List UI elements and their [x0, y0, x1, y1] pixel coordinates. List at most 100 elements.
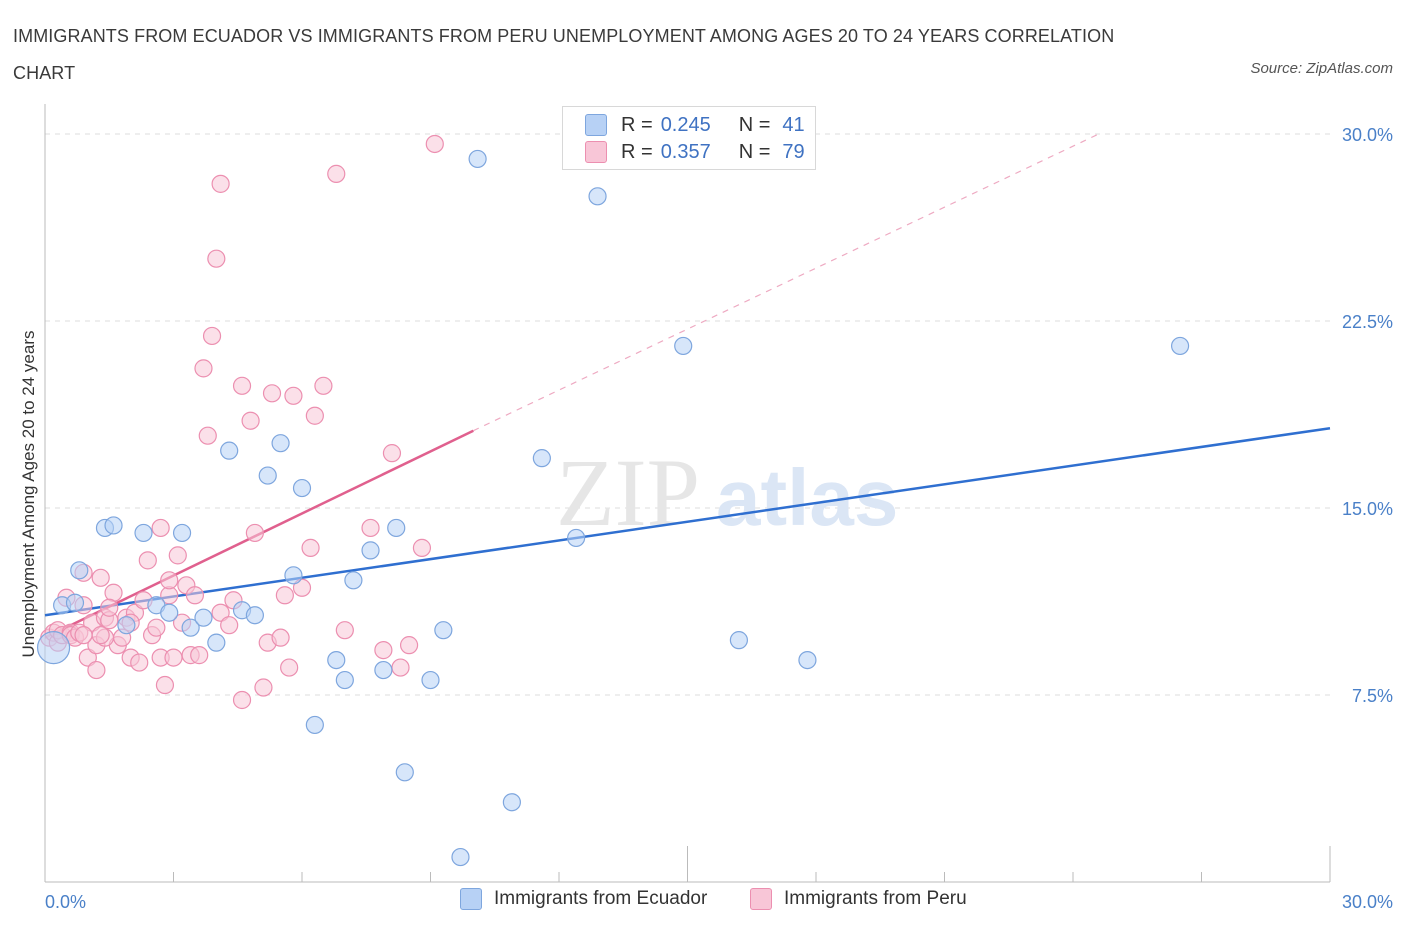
source-credit: Source: ZipAtlas.com [1250, 60, 1393, 77]
chart-title: IMMIGRANTS FROM ECUADOR VS IMMIGRANTS FR… [13, 26, 1115, 83]
ecuador-point [532, 449, 551, 468]
n-value: 41 [782, 113, 805, 136]
peru-point [211, 174, 230, 193]
peru-point [147, 618, 166, 637]
ecuador-trend-line [44, 426, 1331, 617]
watermark-zip: ZIP [556, 439, 700, 546]
peru-point [382, 444, 402, 463]
ecuador-point [220, 441, 239, 460]
peru-point [160, 571, 179, 590]
ecuador-point [335, 670, 354, 690]
ecuador-point [172, 523, 192, 543]
ecuador-point [327, 650, 346, 670]
ecuador-legend-swatch [460, 888, 482, 910]
legend-row-peru: R = 0.357 N = 79 [585, 140, 805, 164]
watermark-atlas: atlas [716, 453, 898, 542]
peru-trend-extension [473, 133, 1099, 432]
peru-point [211, 603, 230, 622]
peru-point [207, 249, 226, 268]
peru-point [361, 518, 380, 538]
data-points [36, 134, 1190, 867]
peru-point [100, 598, 119, 617]
ecuador-point [1170, 336, 1190, 356]
r-value: 0.357 [660, 140, 711, 163]
peru-point [232, 376, 252, 395]
ecuador-point [395, 763, 414, 782]
peru-point [78, 648, 97, 667]
ecuador-point [674, 336, 693, 356]
peru-point [241, 411, 260, 430]
n-value: 79 [782, 140, 805, 163]
x-tick-label: 0.0% [45, 892, 86, 912]
ecuador-point [374, 660, 393, 680]
n-label: N = [738, 140, 771, 163]
ecuador-point [451, 847, 470, 867]
peru-point [245, 523, 264, 543]
y-tick-label: 7.5% [1352, 686, 1393, 706]
peru-point [91, 626, 110, 645]
peru-point [138, 551, 157, 570]
y-tick-label: 15.0% [1342, 499, 1393, 519]
ecuador-point [284, 566, 303, 585]
ecuador-point [117, 616, 136, 635]
peru-point [301, 538, 320, 557]
ecuador-point [65, 593, 85, 612]
watermark: ZIP atlas [556, 439, 898, 546]
ecuador-point [181, 618, 200, 637]
peru-point [190, 646, 209, 665]
peru-point [399, 636, 419, 655]
y-tick-label: 30.0% [1342, 125, 1393, 145]
ecuador-point [502, 793, 521, 812]
ecuador-point [729, 631, 749, 650]
ecuador-point [104, 516, 123, 535]
peru-point [91, 568, 110, 587]
ecuador-point [387, 518, 406, 538]
legend-item-peru: Immigrants from Peru [750, 888, 967, 910]
ecuador-point [305, 715, 324, 735]
peru-point [284, 386, 303, 405]
r-value: 0.245 [660, 113, 711, 136]
legend-item-ecuador: Immigrants from Ecuador [460, 888, 707, 910]
r-label: R = [621, 113, 653, 136]
ecuador-point [361, 541, 380, 560]
peru-point [374, 641, 393, 660]
ecuador-point [798, 650, 817, 670]
ecuador-point [160, 603, 179, 622]
peru-point [391, 658, 410, 677]
peru-point [202, 326, 222, 346]
peru-point [412, 538, 432, 557]
y-tick-label: 22.5% [1342, 312, 1393, 332]
ecuador-point [271, 434, 290, 453]
peru-point [74, 626, 93, 645]
axes [44, 104, 1331, 883]
peru-point [292, 578, 312, 597]
ecuador-point [567, 528, 586, 548]
peru-swatch [585, 141, 607, 163]
ecuador-point [434, 621, 453, 640]
peru-point [425, 134, 444, 154]
peru-legend-label: Immigrants from Peru [784, 888, 967, 909]
tick-labels: 7.5% 15.0% 22.5% 30.0% 0.0% 30.0% [45, 125, 1393, 912]
peru-point [275, 586, 294, 605]
ecuador-point [36, 631, 71, 665]
ecuador-point [468, 149, 487, 169]
ecuador-point [194, 608, 213, 627]
x-tick-label: 30.0% [1342, 892, 1393, 912]
peru-point [314, 376, 333, 395]
n-label: N = [738, 113, 771, 136]
peru-point [104, 583, 123, 602]
peru-point [130, 653, 149, 672]
peru-point [280, 658, 299, 677]
y-axis-label: Unemployment Among Ages 20 to 24 years [19, 331, 38, 658]
peru-point [185, 586, 205, 605]
peru-point [262, 384, 282, 403]
ecuador-point [70, 561, 89, 580]
legend-row-ecuador: R = 0.245 N = 41 [585, 113, 805, 137]
ecuador-legend-label: Immigrants from Ecuador [494, 888, 708, 909]
peru-point [151, 518, 170, 538]
peru-point [335, 621, 354, 640]
correlation-legend: R = 0.245 N = 41 R = 0.357 N = 79 [562, 106, 816, 170]
ecuador-point [134, 523, 153, 543]
ecuador-point [588, 187, 607, 206]
